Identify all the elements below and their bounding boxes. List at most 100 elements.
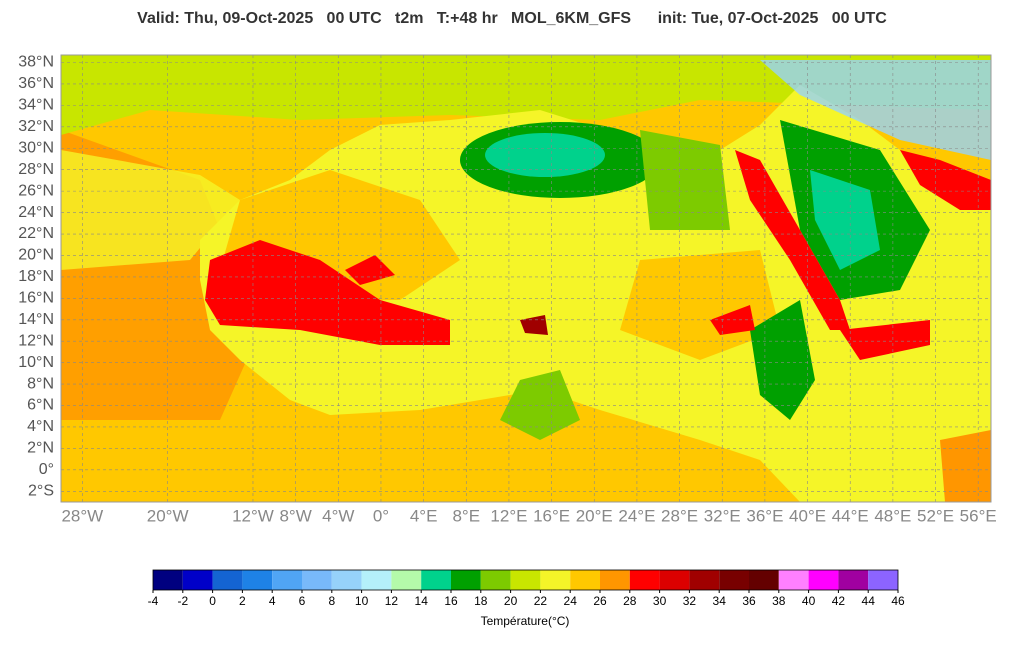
lat-label: 22°N: [18, 225, 54, 242]
lon-label: 56°E: [960, 506, 997, 525]
colorbar-tick-label: 20: [504, 594, 518, 608]
lat-label: 4°N: [27, 418, 54, 435]
lon-label: 4°W: [322, 506, 354, 525]
colorbar-cell: [749, 570, 779, 590]
colorbar-cell: [153, 570, 183, 590]
colorbar-tick-label: -4: [148, 594, 159, 608]
colorbar-tick-label: 4: [269, 594, 276, 608]
lon-label: 16°E: [533, 506, 570, 525]
colorbar-cell: [272, 570, 302, 590]
lat-label: 2°S: [28, 482, 54, 499]
lat-label: 14°N: [18, 311, 54, 328]
lon-label: 4°E: [410, 506, 438, 525]
colorbar-tick-label: 2: [239, 594, 246, 608]
lon-label: 20°E: [576, 506, 613, 525]
colorbar-cell: [212, 570, 243, 590]
lat-label: 30°N: [18, 139, 54, 156]
lat-label: 28°N: [18, 161, 54, 178]
colorbar-cell: [451, 570, 481, 590]
colorbar-cell: [689, 570, 720, 590]
lat-label: 6°N: [27, 397, 54, 414]
colorbar-tick-label: 16: [444, 594, 458, 608]
lon-label: 12°E: [490, 506, 527, 525]
colorbar-tick-label: 42: [832, 594, 846, 608]
graticule: [61, 55, 991, 502]
lon-label: 44°E: [832, 506, 869, 525]
colorbar-tick-label: 0: [209, 594, 216, 608]
lat-label: 20°N: [18, 247, 54, 264]
lat-label: 10°N: [18, 354, 54, 371]
colorbar-cell: [600, 570, 630, 590]
lon-label: 12°W: [232, 506, 274, 525]
colorbar-cell: [242, 570, 273, 590]
colorbar-cell: [719, 570, 749, 590]
colorbar-cell: [540, 570, 571, 590]
colorbar-cell: [331, 570, 362, 590]
lat-label: 2°N: [27, 440, 54, 457]
lat-label: 8°N: [27, 375, 54, 392]
colorbar-cell: [480, 570, 511, 590]
lat-label: 18°N: [18, 268, 54, 285]
map-frame: [60, 54, 992, 503]
lon-label: 0°: [373, 506, 389, 525]
colorbar-tick-label: 40: [802, 594, 816, 608]
lon-label: 24°E: [618, 506, 655, 525]
colorbar-tick-label: 26: [593, 594, 607, 608]
lon-label: 28°E: [661, 506, 698, 525]
colorbar-frame: [152, 569, 899, 591]
colorbar-cell: [778, 570, 809, 590]
colorbar-cell: [629, 570, 660, 590]
colorbar-tick-label: 30: [653, 594, 667, 608]
colorbar-tick-label: 22: [534, 594, 548, 608]
colorbar-tick-label: -2: [177, 594, 188, 608]
lat-label: 38°N: [18, 54, 54, 71]
colorbar-cell: [570, 570, 600, 590]
colorbar-cell: [838, 570, 869, 590]
colorbar-cell: [421, 570, 451, 590]
colorbar-tick-label: 8: [328, 594, 335, 608]
colorbar-tick-label: 32: [683, 594, 697, 608]
lon-label: 36°E: [746, 506, 783, 525]
lon-label: 28°W: [61, 506, 103, 525]
lon-label: 52°E: [917, 506, 954, 525]
lon-label: 8°E: [452, 506, 480, 525]
lon-label: 20°W: [147, 506, 189, 525]
lat-label: 36°N: [18, 75, 54, 92]
lon-label: 8°W: [279, 506, 311, 525]
lat-label: 32°N: [18, 118, 54, 135]
colorbar-tick-label: 46: [891, 594, 905, 608]
axis-labels: 38°N 36°N 34°N 32°N 30°N 28°N 26°N 24°N 22°N 20°N…: [18, 54, 996, 526]
colorbar-tick-label: 6: [299, 594, 306, 608]
colorbar-cell: [391, 570, 422, 590]
colorbar-cell: [659, 570, 690, 590]
colorbar-cell: [361, 570, 392, 590]
colorbar-tick-label: 24: [564, 594, 578, 608]
colorbar-tick-label: 28: [623, 594, 637, 608]
lat-label: 16°N: [18, 290, 54, 307]
colorbar-tick-label: 18: [474, 594, 488, 608]
map-title: Valid: Thu, 09-Oct-2025 00 UTC t2m T:+48…: [137, 10, 887, 27]
colorbar-cell: [182, 570, 213, 590]
lat-label: 12°N: [18, 332, 54, 349]
colorbar: Température(°C) -4 -2 0 2 4 6 8 10 12 14 16 18 20 22 2…: [148, 569, 905, 628]
colorbar-tick-label: 12: [385, 594, 399, 608]
lat-label: 0°: [39, 461, 54, 478]
colorbar-tick-label: 10: [355, 594, 369, 608]
colorbar-tick-label: 44: [862, 594, 876, 608]
colorbar-tick-label: 34: [713, 594, 727, 608]
colorbar-cell: [868, 570, 898, 590]
colorbar-cell: [510, 570, 541, 590]
lon-label: 48°E: [874, 506, 911, 525]
colorbar-label: Température(°C): [481, 614, 570, 628]
colorbar-cell: [808, 570, 839, 590]
lat-label: 24°N: [18, 204, 54, 221]
lat-label: 34°N: [18, 97, 54, 114]
colorbar-tick-label: 14: [415, 594, 429, 608]
colorbar-cell: [302, 570, 332, 590]
lon-label: 32°E: [704, 506, 741, 525]
colorbar-tick-label: 38: [772, 594, 786, 608]
temperature-field: [61, 55, 991, 502]
lon-label: 40°E: [789, 506, 826, 525]
lat-label: 26°N: [18, 182, 54, 199]
